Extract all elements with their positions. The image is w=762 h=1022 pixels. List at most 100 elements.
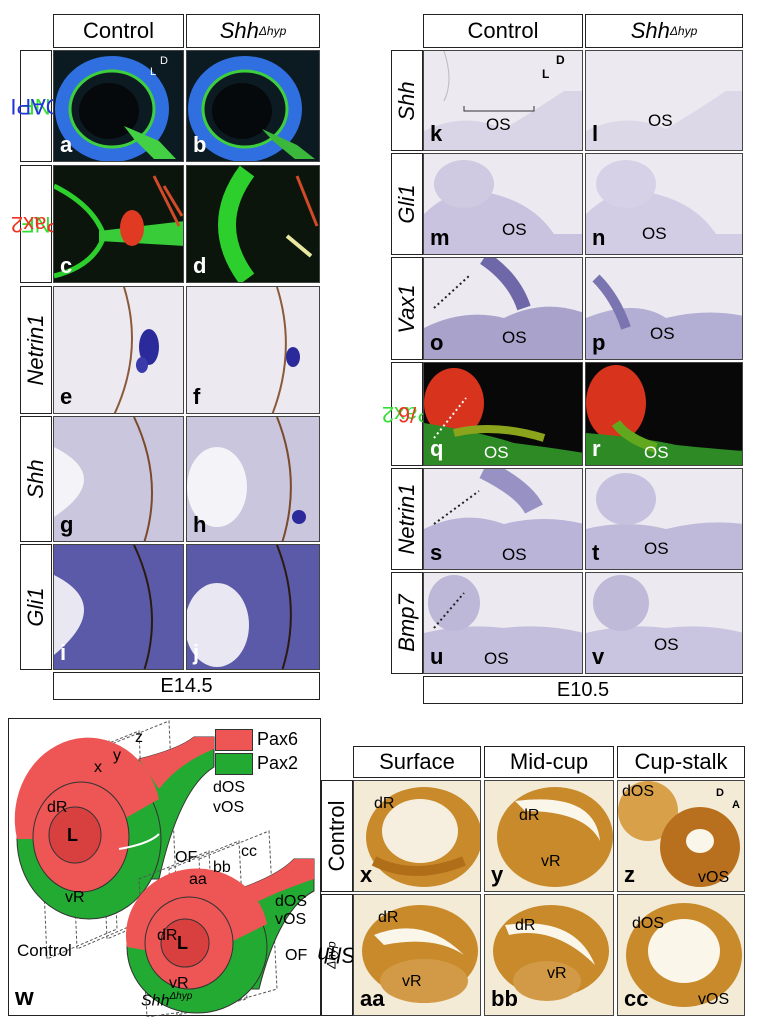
right-stage-text: E10.5	[556, 678, 610, 701]
panel-j-image	[187, 545, 292, 669]
label-l-mutant: L	[177, 933, 188, 953]
panel-aa: dR vR aa	[353, 894, 481, 1016]
panel-letter-l: l	[592, 121, 599, 146]
panel-b-image	[188, 56, 315, 161]
panel-letter-c: c	[60, 253, 73, 278]
right-col-header-mutant-sup: Δhyp	[669, 24, 698, 38]
panel-k: D L OS k	[423, 50, 583, 151]
right-col-header-mutant: Shh Δhyp	[585, 14, 743, 48]
panel-s: OS s	[423, 468, 583, 570]
panel-d: d	[186, 165, 320, 283]
axis-d-z: D	[716, 787, 724, 799]
label-vr-aa: vR	[402, 973, 422, 990]
row-label-mutant: Shh Δhyp	[317, 894, 357, 1016]
panel-letter-b: b	[193, 132, 207, 157]
panel-h: h	[186, 416, 320, 542]
panel-e: e	[53, 286, 184, 414]
os-label-n: OS	[642, 224, 667, 243]
plane-bb: bb	[213, 859, 231, 876]
col-header-surface-text: Surface	[379, 749, 455, 774]
panel-n-image	[586, 160, 742, 254]
left-col-header-control-text: Control	[83, 18, 154, 43]
panel-p: OS p	[585, 257, 743, 360]
panel-letter-x: x	[360, 862, 373, 887]
panel-v: OS v	[585, 572, 743, 674]
mutant-eye	[125, 830, 315, 1017]
diagram-w: Pax6 Pax2 x y z aa bb cc dOS vOS dR L vR…	[8, 718, 321, 1017]
panel-x: dR x	[353, 780, 481, 892]
label-of-mutant: OF	[285, 947, 308, 964]
col-header-cupstalk-text: Cup-stalk	[634, 749, 728, 774]
right-row-label-gli1: Gli1	[391, 153, 423, 255]
os-label-s: OS	[502, 545, 527, 564]
os-label-u: OS	[484, 649, 509, 668]
right-row-shh-text: Shh	[394, 80, 419, 121]
label-vr-y: vR	[541, 853, 561, 870]
panel-letter-k: k	[430, 121, 443, 146]
label-dr-y: dR	[519, 807, 540, 824]
right-row-label-vax1: Vax1	[391, 257, 423, 360]
panel-u: OS u	[423, 572, 583, 674]
panel-letter-i: i	[60, 640, 67, 665]
row-label-gli1: Gli1	[23, 587, 48, 627]
panel-z-image	[618, 781, 740, 887]
panel-letter-f: f	[193, 384, 201, 409]
panel-letter-v: v	[592, 644, 605, 669]
panel-y: dR vR y	[484, 780, 614, 892]
left-stage-text: E14.5	[160, 674, 213, 697]
right-row-label-netrin1: Netrin1	[391, 468, 423, 570]
panel-d-image	[218, 166, 319, 282]
panel-letter-g: g	[60, 512, 74, 537]
axis-l: L	[150, 66, 157, 78]
diagram-w-svg	[14, 720, 315, 1017]
panel-t: OS t	[585, 468, 743, 570]
row-label-control: Control	[321, 780, 353, 892]
control-eye	[14, 720, 215, 960]
right-row-netrin1-text: Netrin1	[394, 483, 419, 555]
panel-letter-n: n	[592, 225, 606, 250]
left-col-header-control: Control	[53, 14, 184, 48]
label-vos-z: vOS	[698, 869, 730, 886]
os-label-o: OS	[502, 328, 527, 347]
right-axis-l: L	[542, 67, 550, 81]
label-mutant-text: Shh	[141, 992, 170, 1010]
panel-h-image	[187, 417, 306, 541]
panel-a: D L a	[53, 50, 184, 162]
panel-letter-z: z	[624, 862, 635, 887]
os-label-m: OS	[502, 220, 527, 239]
right-row-gli1-text: Gli1	[394, 184, 419, 224]
legend-label-pax2: Pax2	[257, 753, 299, 773]
right-row-vax1-text: Vax1	[394, 283, 419, 334]
panel-u-image	[424, 575, 582, 673]
os-label-l: OS	[648, 111, 673, 130]
panel-l: OS l	[585, 50, 743, 151]
panel-o: OS o	[423, 257, 583, 360]
label-of-control: OF	[175, 849, 198, 866]
panel-bb-image	[493, 905, 609, 1001]
label-control: Control	[17, 941, 72, 960]
axis-d: D	[160, 55, 168, 67]
panel-a-image	[55, 56, 176, 161]
panel-cc: dOS vOS cc	[617, 894, 745, 1016]
panel-letter-h: h	[193, 512, 207, 537]
os-label-t: OS	[644, 539, 669, 558]
os-label-k: OS	[486, 115, 511, 134]
label-dos-z: dOS	[622, 783, 655, 800]
right-row-pax6: /6	[397, 402, 417, 427]
plane-x: x	[94, 759, 102, 776]
panel-letter-u: u	[430, 644, 444, 669]
label-dr-aa: dR	[378, 909, 399, 926]
panel-letter-o: o	[430, 330, 444, 355]
label-l-control: L	[67, 825, 78, 845]
row-label-netrin1: Netrin1	[23, 314, 48, 386]
label-dr-mutant: dR	[157, 927, 178, 944]
plane-cc: cc	[241, 843, 257, 860]
panel-letter-bb: bb	[491, 986, 518, 1011]
row-label-control-text: Control	[324, 800, 349, 872]
label-dr-control: dR	[47, 799, 68, 816]
panel-t-image	[586, 473, 742, 569]
panel-aa-image	[362, 905, 478, 1003]
panel-bb: dR vR bb	[484, 894, 614, 1016]
panel-letter-q: q	[430, 436, 444, 461]
panel-q: OS q	[423, 362, 583, 466]
